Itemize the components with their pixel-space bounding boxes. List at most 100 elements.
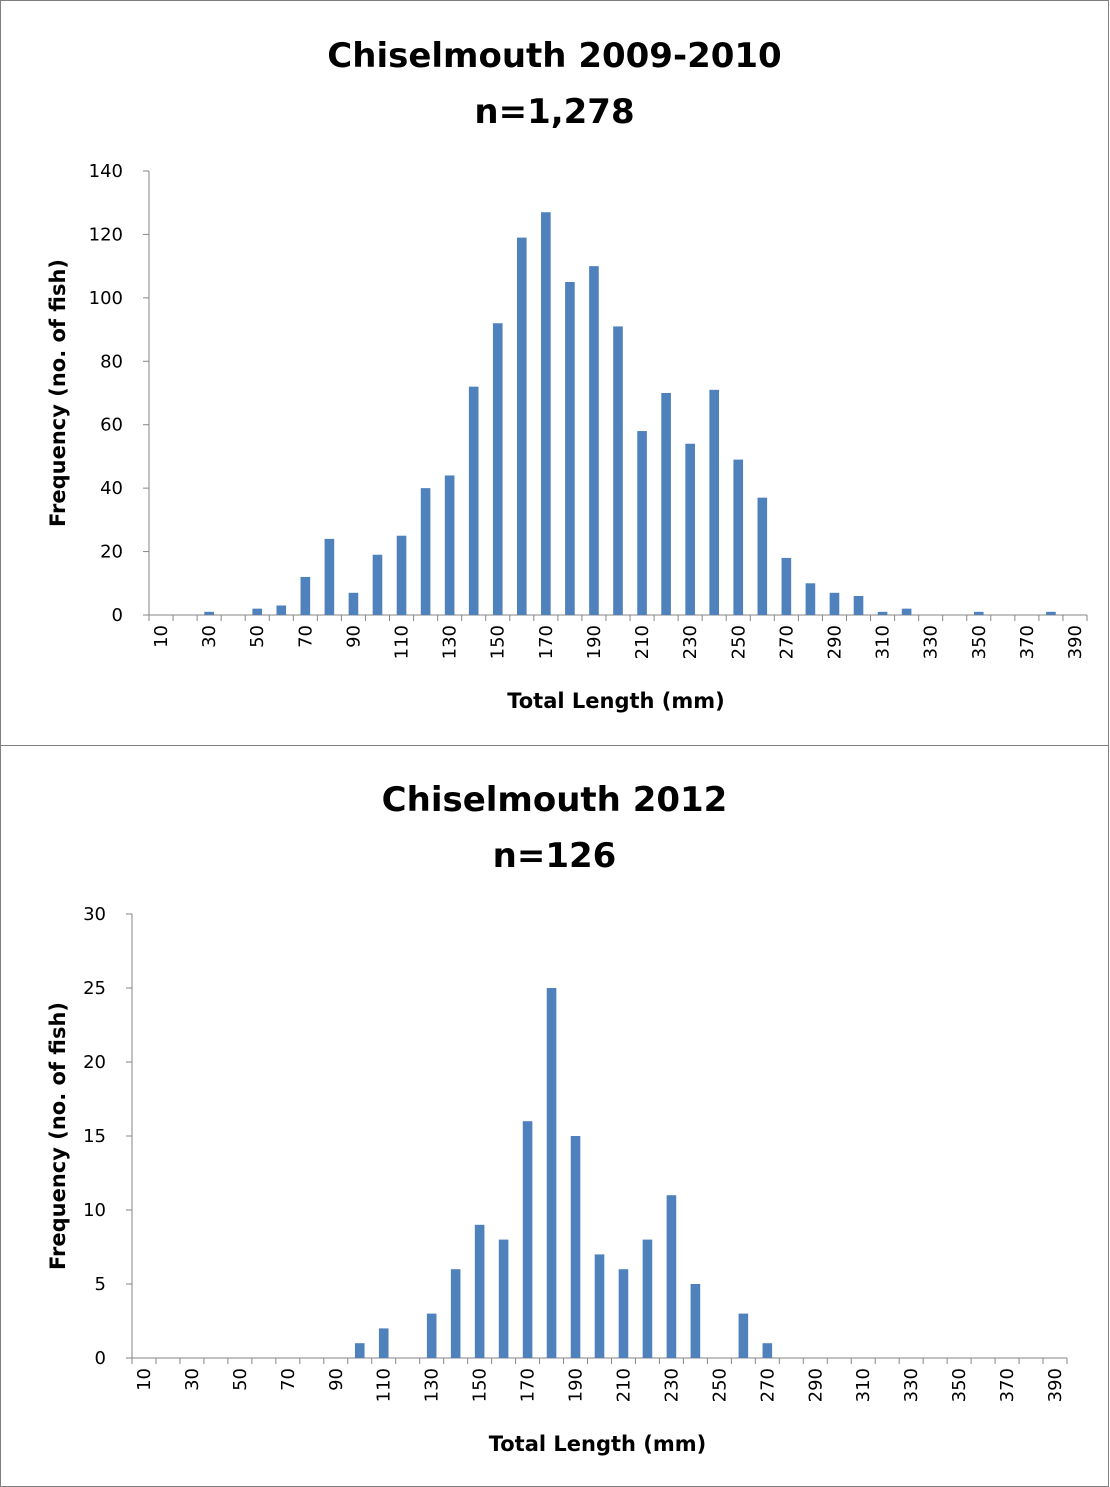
bar xyxy=(541,212,551,615)
bar xyxy=(666,1195,677,1358)
bar xyxy=(829,592,840,615)
x-tick-label: 210 xyxy=(632,625,653,659)
bar xyxy=(498,1239,509,1358)
x-tick-label: 30 xyxy=(182,1368,203,1391)
x-tick-label: 50 xyxy=(230,1368,251,1391)
y-axis-title: Frequency (no. of fish) xyxy=(46,259,70,527)
x-tick-label: 170 xyxy=(518,1368,539,1402)
bar xyxy=(348,592,359,615)
y-tick-label: 100 xyxy=(89,288,123,309)
bar xyxy=(492,323,503,615)
bar xyxy=(589,266,599,615)
bar xyxy=(444,475,455,615)
x-tick-label: 70 xyxy=(295,625,316,648)
x-axis-title: Total Length (mm) xyxy=(489,1432,707,1456)
y-tick-label: 0 xyxy=(112,605,123,626)
bar xyxy=(901,608,912,615)
x-tick-label: 190 xyxy=(584,625,605,659)
x-tick-label: 250 xyxy=(728,625,749,659)
bar xyxy=(396,535,407,615)
bar xyxy=(594,1254,605,1358)
bar xyxy=(613,326,623,615)
x-tick-label: 390 xyxy=(1065,625,1086,659)
x-tick-label: 290 xyxy=(824,625,845,659)
x-tick-label: 110 xyxy=(374,1368,395,1402)
x-tick-label: 110 xyxy=(392,625,413,659)
bar xyxy=(276,605,287,615)
bar xyxy=(733,459,744,615)
x-tick-label: 290 xyxy=(805,1368,826,1402)
y-tick-label: 140 xyxy=(89,161,123,182)
y-tick-label: 120 xyxy=(89,224,123,245)
x-tick-label: 150 xyxy=(488,625,509,659)
bar xyxy=(738,1313,749,1358)
chart-plot-2009-2010: 0 20 40 60 80 100 120 140 10 30 50 70 90 110 130 150 170… xyxy=(46,161,1088,713)
x-tick-label: 130 xyxy=(422,1368,443,1402)
bar xyxy=(354,1343,365,1358)
x-tick-label: 190 xyxy=(566,1368,587,1402)
x-tick-label: 70 xyxy=(278,1368,299,1391)
bar xyxy=(757,497,768,615)
chart-panel-2009-2010: Chiselmouth 2009-2010 n=1,278 0 20 40 60 80 1… xyxy=(0,0,1109,746)
x-tick-label: 310 xyxy=(873,625,894,659)
x-tick-label: 230 xyxy=(661,1368,682,1402)
x-tick-label: 170 xyxy=(536,625,557,659)
x-tick-label: 350 xyxy=(969,625,990,659)
bar xyxy=(637,431,647,615)
chart-subtitle: n=1,278 xyxy=(474,92,635,132)
y-tick-label: 80 xyxy=(100,351,123,372)
bar xyxy=(781,557,792,615)
bar xyxy=(762,1343,773,1358)
x-tick-label: 90 xyxy=(343,625,364,648)
x-tick-label: 50 xyxy=(247,625,268,648)
bar xyxy=(685,443,695,615)
y-tick-label: 20 xyxy=(83,1052,106,1073)
x-tick-label: 210 xyxy=(613,1368,634,1402)
bar xyxy=(877,611,888,615)
bar xyxy=(474,1224,485,1358)
x-tick-label: 150 xyxy=(470,1368,491,1402)
bar xyxy=(570,1136,581,1358)
x-tick-label: 330 xyxy=(921,625,942,659)
chart-plot-2012: 0 5 10 15 20 25 30 10 30 50 70 90 110 130 150 170 190 210… xyxy=(46,904,1068,1456)
bar xyxy=(300,576,311,615)
bar xyxy=(204,611,214,615)
bar xyxy=(973,611,984,615)
x-tick-label: 10 xyxy=(134,1368,155,1391)
y-tick-label: 25 xyxy=(83,978,106,999)
x-tick-label: 250 xyxy=(709,1368,730,1402)
bar xyxy=(378,1328,389,1358)
y-tick-label: 15 xyxy=(83,1126,106,1147)
x-tick-label: 90 xyxy=(326,1368,347,1391)
y-tick-label: 20 xyxy=(100,542,123,563)
x-tick-label: 270 xyxy=(757,1368,778,1402)
bar xyxy=(1046,611,1056,615)
x-tick-label: 350 xyxy=(949,1368,970,1402)
bar xyxy=(450,1269,461,1358)
x-axis-title: Total Length (mm) xyxy=(507,689,725,713)
x-tick-label: 30 xyxy=(199,625,220,648)
x-tick-label: 370 xyxy=(1017,625,1038,659)
bar xyxy=(690,1284,701,1358)
y-tick-label: 10 xyxy=(83,1200,106,1221)
chart-title: Chiselmouth 2012 xyxy=(381,780,728,820)
bar xyxy=(642,1239,653,1358)
bar xyxy=(372,554,383,615)
chart-subtitle: n=126 xyxy=(492,836,617,876)
x-tick-label: 10 xyxy=(151,625,172,648)
x-tick-label: 370 xyxy=(997,1368,1018,1402)
y-tick-label: 5 xyxy=(95,1274,106,1295)
bar xyxy=(426,1313,437,1358)
y-tick-label: 0 xyxy=(95,1348,106,1369)
bar xyxy=(468,386,479,615)
bar xyxy=(853,595,864,615)
bar xyxy=(618,1269,629,1358)
bar xyxy=(522,1121,533,1358)
y-axis-title: Frequency (no. of fish) xyxy=(46,1002,70,1270)
bar xyxy=(252,608,263,615)
bar xyxy=(516,237,527,615)
y-tick-label: 40 xyxy=(100,478,123,499)
x-tick-label: 310 xyxy=(853,1368,874,1402)
bar xyxy=(420,488,431,615)
x-tick-label: 230 xyxy=(680,625,701,659)
